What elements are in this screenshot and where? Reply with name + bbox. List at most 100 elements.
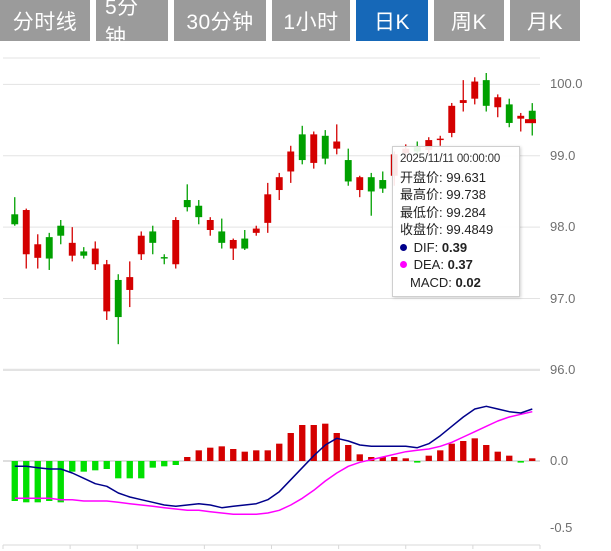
candle-body	[436, 138, 444, 141]
candle-body	[505, 104, 513, 123]
candlestick	[11, 197, 19, 226]
timeframe-tab-3[interactable]: 1小时	[272, 0, 350, 41]
candle-body	[379, 180, 387, 189]
candle-body	[11, 214, 19, 225]
tooltip-open-value: 99.631	[446, 169, 487, 185]
candle-body	[68, 242, 76, 256]
candle-body	[367, 177, 375, 192]
candle-body	[517, 115, 525, 119]
candlestick	[68, 227, 76, 262]
price-axis-label: 100.0	[550, 76, 583, 92]
tooltip-high-value: 99.738	[446, 187, 487, 202]
tooltip-dea-label: DEA:	[413, 257, 444, 272]
candle-body	[114, 279, 122, 318]
macd-histogram-bar	[138, 461, 145, 479]
candlestick	[114, 274, 122, 345]
macd-histogram-bar	[149, 461, 156, 468]
macd-histogram-bar	[437, 450, 444, 461]
candlestick	[160, 254, 168, 265]
macd-histogram-bar	[23, 461, 30, 503]
candle-body	[218, 231, 226, 243]
macd-line	[14, 410, 533, 516]
timeframe-tab-label: 5分钟	[105, 0, 139, 49]
macd-histogram-bar	[172, 461, 179, 465]
candle-body	[344, 160, 352, 182]
candle-body	[356, 177, 364, 191]
tooltip-close: 收盘价: 99.4849	[400, 221, 513, 239]
macd-histogram-bar	[69, 461, 76, 472]
candlestick	[505, 98, 513, 128]
tooltip-dif: DIF: 0.39	[400, 239, 513, 257]
candlestick	[80, 247, 88, 259]
macd-histogram-bar	[195, 450, 202, 461]
candle-body	[321, 135, 329, 159]
timeframe-tab-4[interactable]: 日K	[356, 0, 428, 41]
tooltip-dea: DEA: 0.37	[400, 256, 513, 274]
macd-histogram-bar	[103, 461, 110, 469]
price-axis-label: 97.0	[550, 290, 576, 306]
candlestick	[137, 231, 145, 260]
candlestick	[356, 175, 364, 198]
last-price-marker	[525, 119, 536, 124]
candlestick	[218, 218, 226, 249]
macd-histogram-bar	[529, 458, 536, 461]
candlestick	[229, 238, 237, 260]
macd-histogram-bar	[264, 450, 271, 461]
candlestick	[494, 94, 502, 118]
macd-histogram-bar	[161, 461, 168, 467]
candle-body	[34, 244, 42, 258]
macd-histogram-bar	[276, 443, 283, 461]
candlestick	[45, 232, 53, 270]
candle-body	[195, 205, 203, 218]
timeframe-tab-label: 30分钟	[186, 10, 254, 34]
candlestick	[22, 208, 30, 269]
macd-histogram-bar	[184, 457, 191, 461]
timeframe-tab-2[interactable]: 30分钟	[174, 0, 266, 41]
macd-histogram-bar	[425, 455, 432, 461]
candle-body	[45, 237, 53, 259]
candlestick	[172, 217, 180, 269]
candle-body	[528, 110, 536, 122]
candlestick	[287, 145, 295, 183]
tooltip-open-label: 开盘价:	[400, 169, 443, 185]
candle-body	[160, 257, 168, 259]
candlestick	[517, 112, 525, 132]
candlestick	[459, 80, 467, 112]
candle-body	[298, 134, 306, 161]
timeframe-tab-0[interactable]: 分时线	[0, 0, 90, 41]
candlestick	[91, 241, 99, 270]
candle-body	[22, 210, 30, 255]
candle-body	[57, 225, 65, 236]
macd-histogram-bar	[506, 455, 513, 461]
timeframe-tabbar: 分时线 5分钟 30分钟 1小时 日K 周K 月K	[0, 0, 611, 49]
timeframe-tab-5[interactable]: 周K	[434, 0, 504, 41]
candlestick	[310, 131, 318, 169]
tooltip-high: 最高价: 99.738	[400, 186, 513, 204]
candlestick	[149, 225, 157, 255]
candle-body	[80, 251, 88, 256]
chart-svg	[2, 57, 541, 549]
tooltip-macd: MACD: 0.02	[400, 274, 513, 292]
timeframe-tab-6[interactable]: 月K	[510, 0, 580, 41]
candle-body	[206, 220, 214, 230]
macd-histogram-bar	[80, 461, 87, 472]
candlestick	[298, 125, 306, 165]
candlestick	[344, 148, 352, 186]
candlestick	[252, 225, 260, 236]
macd-histogram-bar	[333, 433, 340, 461]
candlestick	[34, 234, 42, 269]
candle-body	[448, 105, 456, 133]
macd-histogram-bar	[471, 438, 478, 461]
timeframe-tab-1[interactable]: 5分钟	[96, 0, 168, 49]
macd-histogram-bar	[230, 449, 237, 461]
candle-body	[183, 200, 191, 208]
macd-histogram-bar	[494, 451, 501, 461]
macd-histogram-bar	[391, 457, 398, 461]
candle-body	[252, 228, 260, 233]
tooltip-macd-label: MACD:	[410, 274, 452, 290]
candle-body	[137, 235, 145, 255]
candlestick	[126, 261, 134, 308]
candlestick	[264, 182, 272, 233]
candle-body	[275, 177, 283, 191]
macd-histogram-bar	[241, 451, 248, 461]
